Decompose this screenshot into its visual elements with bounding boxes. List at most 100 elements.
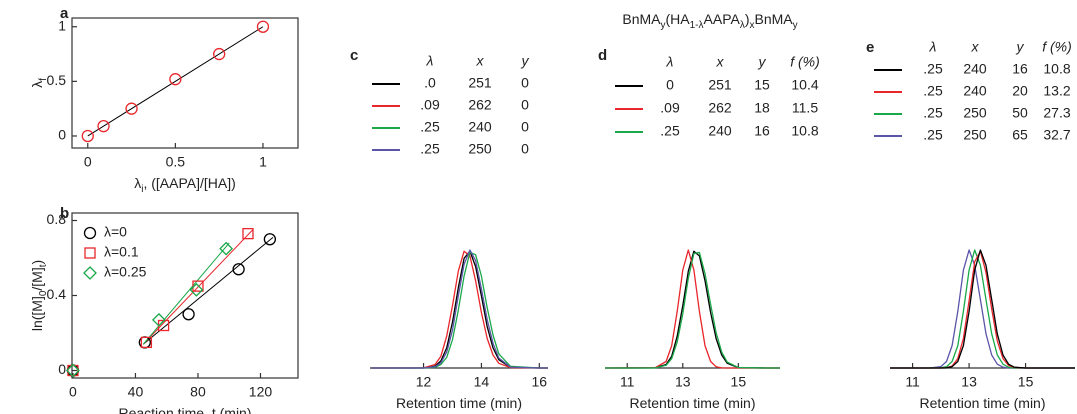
figure-title-part: BnMA — [622, 11, 661, 27]
figure-title-part: x — [750, 20, 755, 31]
panel-letter: d — [598, 47, 607, 64]
x-tick-label: 40 — [128, 384, 144, 400]
figure-title-part: ) — [745, 11, 750, 27]
x-axis-label: λi, ([AAPA]/[HA]) — [134, 175, 236, 195]
table-cell: 250 — [963, 127, 987, 143]
table-cell: 13.2 — [1043, 83, 1070, 99]
table-cell: .25 — [420, 119, 440, 135]
marker — [232, 263, 245, 276]
table-cell: 0 — [666, 77, 674, 93]
table-cell: .25 — [923, 61, 943, 77]
x-axis-label-part: , ([AAPA]/[HA]) — [143, 175, 235, 191]
table-cell: 240 — [468, 119, 492, 135]
table-cell: 0 — [521, 141, 529, 157]
y-tick-label: 0.8 — [47, 211, 67, 227]
x-tick-label: 13 — [961, 374, 977, 390]
figure-title-part: y — [660, 20, 665, 31]
x-tick-label: 120 — [249, 384, 273, 400]
trace — [890, 249, 1075, 369]
table-header: λ — [666, 54, 674, 70]
table-cell: 0 — [521, 97, 529, 113]
x-tick-label: 12 — [416, 374, 432, 390]
y-tick-label: 1 — [58, 17, 66, 33]
panel-letter: b — [60, 205, 69, 222]
figure-title-part: 1-λ — [690, 20, 704, 31]
table-cell: 240 — [963, 61, 987, 77]
table-cell: 15 — [754, 77, 770, 93]
table-cell: 251 — [708, 77, 732, 93]
table-cell: 250 — [468, 141, 492, 157]
x-tick-label: 80 — [190, 384, 206, 400]
table-cell: 262 — [468, 97, 492, 113]
figure-title-part: y — [793, 20, 798, 31]
legend-marker — [83, 266, 97, 280]
table-cell: 10.4 — [791, 77, 818, 93]
y-axis-label-part: ln([M] — [29, 296, 45, 331]
marker — [219, 241, 234, 256]
panel-letter: e — [866, 39, 874, 56]
x-tick-label: 0.5 — [166, 154, 186, 170]
table-cell: .25 — [420, 141, 440, 157]
table-cell: 20 — [1012, 83, 1028, 99]
x-axis-label: Reaction time, t (min) — [118, 405, 251, 414]
table-cell: .09 — [660, 100, 680, 116]
figure-title-part: (HA — [665, 11, 690, 27]
marker — [81, 129, 94, 143]
x-axis-label: Retention time (min) — [919, 395, 1045, 411]
panel-letter: c — [350, 47, 358, 64]
trace — [371, 250, 548, 369]
plot-frame — [71, 17, 299, 149]
trace — [890, 249, 1075, 369]
figure-title: BnMAy(HA1-λAAPAλ)xBnMAy — [622, 11, 797, 31]
marker — [151, 312, 166, 327]
table-cell: 11.5 — [792, 100, 818, 116]
table-header: y — [1016, 39, 1025, 55]
table-header: x — [971, 39, 980, 55]
x-tick-label: 1 — [259, 154, 267, 170]
table-cell: .25 — [923, 83, 943, 99]
y-axis-label-part: 0 — [38, 290, 49, 296]
x-tick-label: 13 — [675, 374, 691, 390]
table-cell: .25 — [660, 123, 680, 139]
panel-letter: a — [60, 5, 69, 22]
trace — [371, 249, 548, 369]
x-axis-label-part: Retention time (min) — [919, 395, 1045, 411]
y-axis-label-part: t — [38, 264, 49, 267]
table-cell: .0 — [424, 75, 436, 91]
table-cell: .09 — [420, 97, 440, 113]
legend-marker — [84, 247, 96, 259]
table-cell: 32.7 — [1043, 127, 1070, 143]
table-cell: 16 — [1012, 61, 1028, 77]
table-cell: 251 — [468, 75, 492, 91]
trace — [371, 251, 548, 369]
x-axis-label-part: Reaction time, t (min) — [118, 405, 251, 414]
table-header: λ — [929, 39, 937, 55]
x-axis-label-part: λ — [134, 175, 141, 191]
x-axis-label: Retention time (min) — [396, 395, 522, 411]
trace — [604, 249, 780, 369]
x-tick-label: 11 — [620, 374, 635, 390]
table-cell: 240 — [708, 123, 732, 139]
legend-marker — [83, 226, 97, 240]
y-tick-label: 0 — [58, 361, 66, 377]
y-axis-label-part: /[M] — [29, 267, 45, 290]
x-tick-label: 0 — [84, 154, 92, 170]
y-tick-label: 0.4 — [47, 286, 67, 302]
x-tick-label: 0 — [69, 384, 77, 400]
trace — [371, 250, 548, 369]
marker — [213, 47, 226, 61]
table-cell: 18 — [754, 100, 770, 116]
table-cell: 10.8 — [791, 123, 818, 139]
marker — [97, 120, 110, 133]
x-tick-label: 15 — [1018, 374, 1034, 390]
table-header: λ — [426, 53, 434, 69]
table-header: x — [716, 54, 725, 70]
x-axis-label-part: i — [141, 184, 143, 195]
fit-line — [142, 242, 230, 345]
fit-line — [142, 229, 254, 345]
y-axis-label-part: ) — [29, 260, 45, 265]
y-axis-label-part: f — [38, 78, 49, 81]
table-cell: .25 — [923, 127, 943, 143]
y-tick-label: 0 — [58, 127, 66, 143]
marker — [242, 227, 254, 240]
